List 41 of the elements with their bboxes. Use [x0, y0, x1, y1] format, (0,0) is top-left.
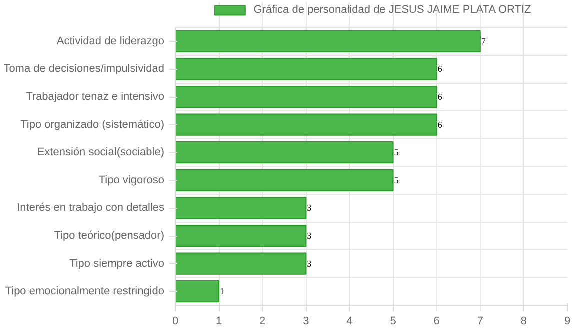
data-label: 3: [307, 258, 312, 269]
x-tick-label: 0: [172, 316, 179, 328]
data-label: 5: [394, 175, 400, 186]
bar: [176, 86, 438, 108]
x-tick-label: 2: [260, 316, 266, 328]
data-label: 6: [438, 64, 443, 74]
bar: [176, 114, 438, 136]
legend-label: Gráfica de personalidad de JESUS JAIME PLATA ORTIZ: [254, 4, 532, 16]
x-tick-label: 3: [303, 316, 310, 328]
data-label: 3: [307, 231, 312, 242]
bar: [176, 169, 394, 192]
data-label: 1: [220, 286, 225, 297]
bar: [176, 252, 307, 275]
data-label: 6: [438, 120, 443, 130]
data-label: 7: [481, 36, 486, 46]
y-tick-label: Tipo vigoroso: [98, 174, 164, 186]
x-tick-label: 1: [216, 316, 222, 328]
y-tick-label: Interés en trabajo con detalles: [17, 202, 165, 214]
y-tick-label: Tipo organizado (sistemático): [20, 118, 165, 131]
y-tick-label: Extensión social(sociable): [37, 146, 164, 159]
x-tick-label: 4: [346, 316, 353, 328]
y-tick-label: Actividad de liderazgo: [56, 35, 165, 48]
bar: [176, 197, 307, 220]
y-tick-label: Tipo siempre activo: [70, 258, 165, 270]
bar: [176, 224, 307, 248]
data-label: 6: [438, 92, 443, 102]
bar: [176, 142, 394, 164]
x-tick-label: 9: [564, 316, 571, 328]
data-label: 3: [307, 203, 312, 214]
x-tick-label: 6: [434, 316, 440, 328]
y-tick-label: Tipo teórico(pensador): [54, 230, 165, 242]
x-tick-label: 7: [477, 316, 484, 328]
y-tick-label: Tipo emocionalmente restringido: [5, 286, 165, 298]
bar: [176, 280, 220, 303]
y-tick-label: Trabajador tenaz e intensivo: [26, 91, 165, 104]
bar: [176, 58, 438, 80]
y-tick-label: Toma de decisiones/impulsividad: [4, 63, 165, 76]
data-label: 5: [394, 148, 400, 158]
x-tick-label: 8: [520, 316, 528, 328]
x-tick-label: 5: [390, 316, 396, 328]
bar: [176, 30, 481, 52]
